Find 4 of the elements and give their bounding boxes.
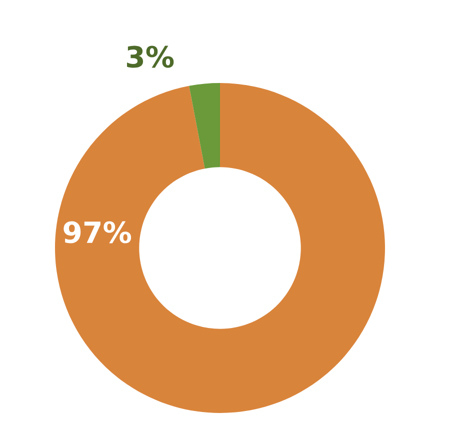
data-label: 97% xyxy=(64,221,132,244)
donut-slice xyxy=(189,83,220,169)
donut-slice xyxy=(55,83,385,413)
data-label: 3% xyxy=(127,46,174,68)
